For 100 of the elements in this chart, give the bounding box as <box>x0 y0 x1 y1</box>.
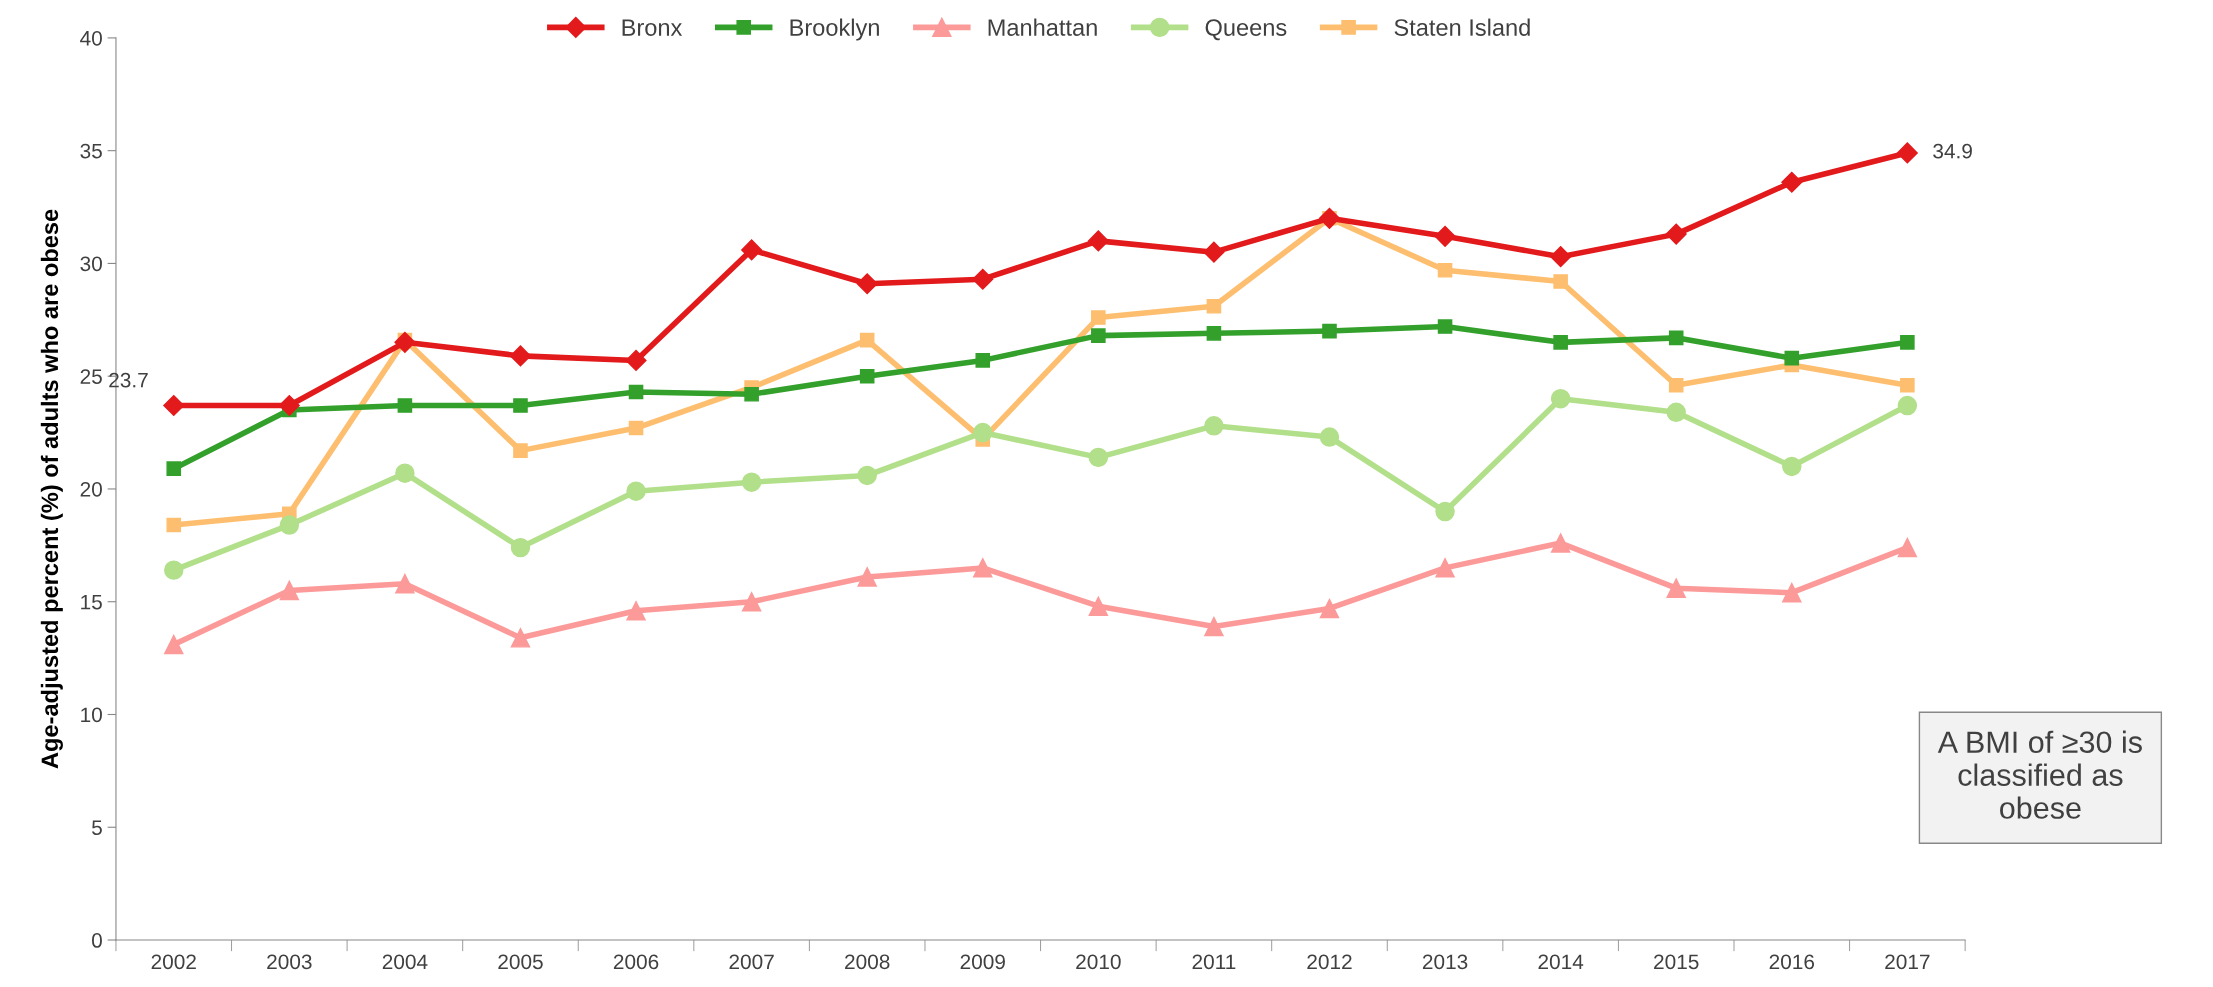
point <box>395 463 415 483</box>
point <box>1782 456 1802 477</box>
x-tick-label: 2012 <box>1307 954 1352 970</box>
x-tick-label: 2015 <box>1654 954 1699 970</box>
point <box>1091 310 1106 325</box>
point <box>509 345 531 367</box>
point <box>1322 323 1337 339</box>
legend-label: Queens <box>1205 19 1287 41</box>
point <box>1434 225 1456 247</box>
point <box>1203 241 1225 263</box>
point <box>1897 537 1918 558</box>
point <box>1784 350 1800 366</box>
point <box>395 573 415 594</box>
point <box>859 332 875 348</box>
point <box>1437 319 1453 334</box>
x-tick-label: 2010 <box>1076 954 1121 970</box>
point <box>1553 335 1568 350</box>
x-tick-label: 2009 <box>960 954 1005 970</box>
point <box>397 398 413 413</box>
point <box>394 331 416 353</box>
x-tick-label: 2014 <box>1538 954 1584 970</box>
point <box>513 398 528 413</box>
point <box>164 634 184 655</box>
y-tick-label: 40 <box>80 30 102 46</box>
x-tick-label: 2006 <box>613 954 659 970</box>
y-tick-label: 15 <box>81 594 102 610</box>
point <box>628 384 644 400</box>
point <box>1091 328 1106 343</box>
legend-label: Manhattan <box>988 18 1097 36</box>
point <box>1319 427 1340 447</box>
y-tick-label: 20 <box>80 481 102 497</box>
point <box>510 537 531 558</box>
point <box>1553 274 1568 289</box>
point <box>625 349 647 371</box>
point <box>1781 171 1803 193</box>
point <box>1666 578 1686 598</box>
point <box>1897 395 1918 416</box>
annotation: 34.9 <box>1933 143 1972 159</box>
point <box>1204 416 1224 436</box>
point <box>1206 326 1222 341</box>
y-axis-title: Age-adjusted percent (%) of adults who are obese <box>40 209 63 769</box>
point <box>741 239 763 261</box>
x-tick-label: 2005 <box>498 954 543 970</box>
point <box>1668 377 1684 393</box>
point <box>1550 246 1572 268</box>
x-tick-label: 2016 <box>1769 954 1815 970</box>
annotation: 23.7 <box>109 372 148 388</box>
x-tick-label: 2004 <box>382 954 428 970</box>
point <box>856 273 878 295</box>
legend-label: Staten Island <box>1394 18 1530 36</box>
point <box>626 601 646 621</box>
point <box>1550 533 1571 553</box>
annotation: A BMI of ≥30 is classified as obese <box>1937 730 2142 819</box>
point <box>1088 447 1109 468</box>
x-tick-label: 2013 <box>1422 954 1468 970</box>
point <box>1318 207 1341 229</box>
x-tick-label: 2007 <box>729 954 774 970</box>
point <box>279 580 300 601</box>
x-tick-label: 2017 <box>1885 954 1930 970</box>
point <box>513 443 528 458</box>
point <box>1900 335 1915 350</box>
x-tick-label: 2008 <box>845 954 890 970</box>
point <box>1437 262 1453 278</box>
point <box>741 592 762 612</box>
point <box>628 420 644 436</box>
y-tick-label: 35 <box>80 143 102 159</box>
point <box>1668 330 1684 346</box>
point <box>975 353 991 368</box>
x-tick-label: 2011 <box>1192 954 1236 970</box>
point <box>1665 223 1687 245</box>
x-tick-label: 2002 <box>151 954 196 970</box>
x-tick-label: 2003 <box>267 954 312 970</box>
point <box>1435 558 1455 578</box>
legend-label: Brooklyn <box>790 18 879 41</box>
point <box>278 394 300 417</box>
point <box>626 481 646 501</box>
point <box>1206 298 1222 314</box>
legend-label: Bronx <box>622 19 683 36</box>
point <box>1087 230 1109 252</box>
point <box>279 515 300 535</box>
point <box>1204 616 1224 637</box>
point <box>857 567 877 587</box>
point <box>1435 501 1455 522</box>
point <box>1782 582 1802 603</box>
point <box>163 394 185 417</box>
y-tick-label: 30 <box>80 256 102 272</box>
point <box>973 558 993 578</box>
point <box>1900 377 1915 393</box>
point <box>744 386 759 402</box>
y-tick-label: 25 <box>80 369 102 384</box>
point <box>973 422 993 443</box>
point <box>166 461 182 476</box>
y-tick-label: 5 <box>92 820 102 836</box>
y-tick-label: 10 <box>81 707 102 723</box>
point <box>510 628 531 648</box>
point <box>166 517 182 533</box>
point <box>857 465 877 486</box>
point <box>741 472 762 492</box>
point <box>1896 142 1918 164</box>
point <box>972 268 994 290</box>
